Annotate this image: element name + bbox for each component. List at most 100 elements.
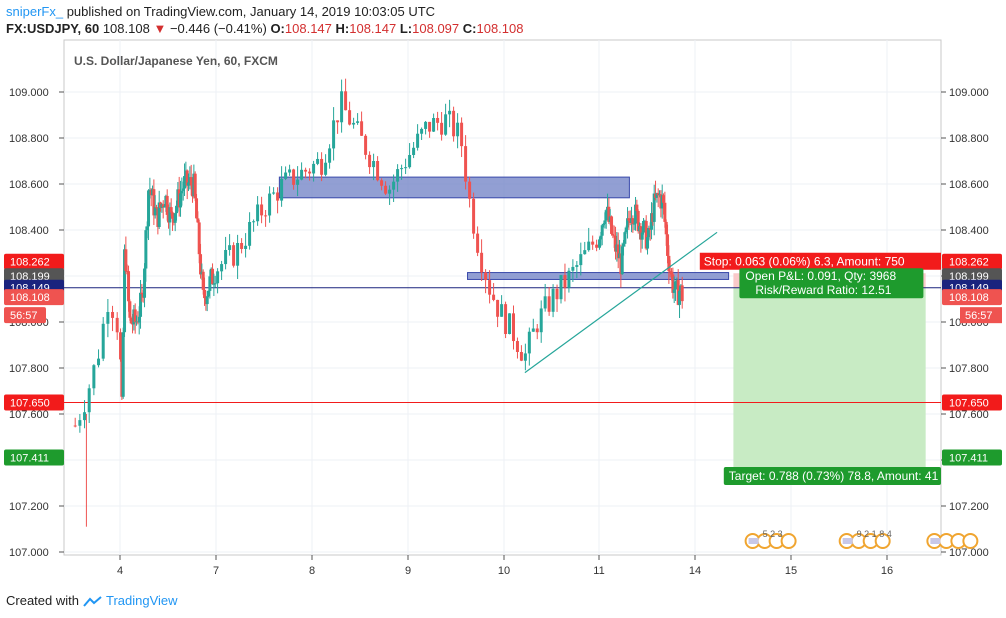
candle-body: [614, 235, 618, 252]
y-tick-label-right: 108.600: [949, 179, 989, 191]
event-icon: [780, 533, 797, 549]
event-icon: [962, 533, 979, 549]
pnl-label: Open P&L: 0.091, Qty: 3968: [745, 269, 896, 283]
candle-body: [662, 195, 666, 203]
candle-body: [101, 323, 105, 359]
supply-zone: [278, 176, 630, 199]
x-tick-label: 16: [881, 565, 893, 577]
candle-body: [211, 268, 215, 285]
candle-body: [563, 275, 567, 288]
x-tick-label: 4: [117, 565, 123, 577]
candle-body: [380, 180, 384, 186]
candle-body: [616, 244, 620, 259]
candle-body: [244, 245, 248, 249]
candle-body: [488, 280, 492, 295]
y-tick-label-left: 107.800: [9, 363, 49, 375]
symbol-line: FX:USDJPY, 60 108.108 ▼ −0.446 (−0.41%) …: [6, 21, 523, 36]
candle-body: [199, 254, 203, 275]
candle-body: [634, 204, 638, 224]
price-tag-right: [942, 253, 1002, 270]
y-tick-label-left: 108.800: [9, 133, 49, 145]
price-tag-left-text: 108.108: [10, 292, 50, 304]
publish-line: sniperFx_ published on TradingView.com, …: [6, 4, 435, 19]
candle-body: [128, 301, 132, 318]
candle-body: [173, 213, 177, 223]
candle-body: [220, 264, 224, 272]
price-change: −0.446 (−0.41%): [169, 21, 267, 36]
candle-body: [147, 190, 151, 227]
x-tick-label: 7: [213, 565, 219, 577]
candle-body: [636, 210, 640, 232]
candle-body: [392, 181, 396, 190]
candle-body: [646, 237, 650, 249]
candle-body: [531, 328, 535, 332]
candle-body: [111, 311, 115, 318]
candle-body: [652, 193, 656, 222]
price-tag-left: [4, 307, 46, 324]
candle-body: [356, 121, 360, 123]
candle-body: [666, 234, 670, 256]
trend-line: [524, 231, 718, 374]
profit-zone: [733, 287, 926, 469]
candle-body: [519, 351, 523, 361]
candle-body: [328, 148, 332, 163]
candle-body: [543, 296, 547, 309]
y-tick-label-right: 107.000: [949, 547, 989, 559]
candle-body: [228, 245, 232, 250]
candle-body: [276, 192, 280, 201]
candle-body: [640, 232, 644, 240]
price-tag-left-text: 107.411: [10, 452, 49, 464]
candle-body: [678, 290, 682, 305]
candle-body: [444, 114, 448, 135]
candle-body: [169, 207, 173, 213]
y-tick-label-left: 107.000: [9, 547, 49, 559]
candle-body: [280, 178, 284, 201]
y-tick-label-right: 108.400: [949, 225, 989, 237]
price-tag-left-text: 107.650: [10, 398, 50, 410]
candle-body: [213, 283, 217, 285]
symbol: FX:USDJPY, 60: [6, 21, 100, 36]
price-tag-right-text: 107.650: [949, 398, 989, 410]
candle-body: [139, 292, 143, 317]
x-tick-label: 9: [405, 565, 411, 577]
candle-body: [680, 285, 684, 302]
candle-body: [201, 271, 205, 290]
candle-body: [83, 412, 87, 421]
candle-body: [416, 133, 420, 148]
pnl-label-box: [739, 268, 924, 299]
candle-body: [583, 250, 587, 255]
y-tick-label-left: 108.600: [9, 179, 49, 191]
candle-body: [587, 241, 591, 251]
candle-body: [476, 233, 480, 253]
candle-body: [504, 304, 508, 335]
high-label: H:: [335, 21, 350, 36]
candle-body: [412, 147, 416, 155]
candle-body: [602, 223, 606, 226]
candle-body: [123, 249, 127, 333]
candle-body: [384, 185, 388, 194]
publish-info: published on TradingView.com, January 14…: [66, 4, 436, 19]
close-value: 108.108: [476, 21, 524, 36]
candle-body: [153, 207, 157, 216]
candle-body: [436, 117, 440, 123]
candle-body: [336, 120, 340, 123]
candle-body: [472, 198, 476, 234]
candle-body: [663, 202, 667, 222]
candle-body: [324, 162, 328, 175]
candle-body: [187, 182, 191, 186]
candle-body: [232, 245, 236, 266]
author-name[interactable]: sniperFx_: [6, 4, 64, 19]
candle-body: [420, 128, 424, 134]
price-tag-right: [942, 394, 1002, 411]
candle-body: [180, 190, 184, 194]
candle-body: [598, 239, 602, 248]
tradingview-link[interactable]: TradingView: [106, 593, 178, 608]
candle-body: [523, 353, 527, 361]
candle-body: [127, 271, 131, 302]
event-count: 5 2 3: [763, 529, 783, 539]
candle-body: [535, 328, 539, 333]
candle-body: [671, 274, 675, 293]
risk-reward-label: Risk/Reward Ratio: 12.51: [755, 283, 891, 297]
candle-body: [264, 215, 268, 217]
